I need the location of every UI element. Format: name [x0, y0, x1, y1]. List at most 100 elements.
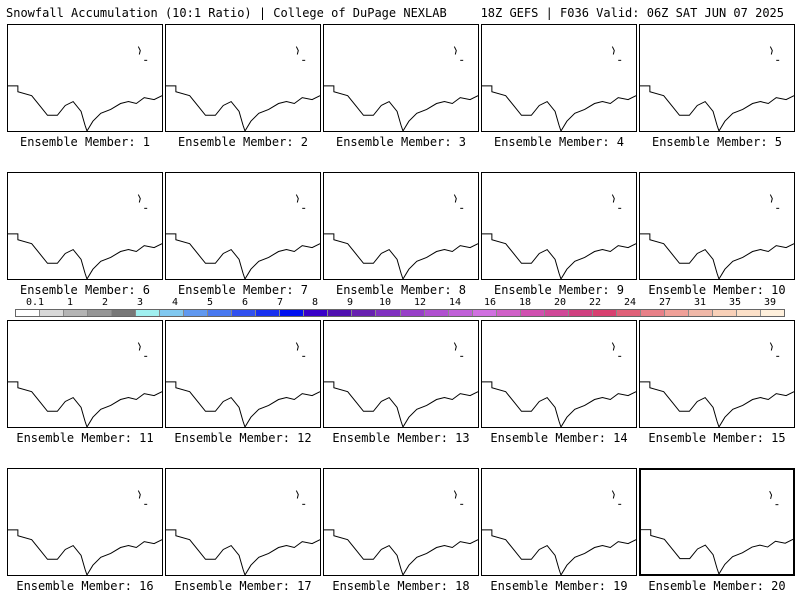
colorbar-swatch [64, 310, 89, 316]
colorbar-swatch [592, 310, 617, 316]
colorbar-swatch [616, 310, 641, 316]
ensemble-member-label: Ensemble Member: 20 [648, 579, 786, 593]
ensemble-member-label: Ensemble Member: 18 [332, 579, 470, 593]
colorbar-tick-label: 9 [346, 297, 354, 308]
ensemble-panel[interactable] [639, 320, 795, 428]
coastline-map [641, 490, 793, 574]
colorbar-swatch [112, 310, 137, 316]
colorbar-tick-labels: 0.1 1 2 3 4 5 6 7 8 9 10 12 14 16 18 20 22 24 27 31 35 39 [15, 297, 785, 309]
colorbar-swatch [304, 310, 329, 316]
colorbar-tick-label: 27 [658, 297, 672, 308]
coastline-map [166, 490, 320, 575]
ensemble-member-label: Ensemble Member: 10 [648, 283, 786, 297]
colorbar-swatch [544, 310, 569, 316]
coastline-map [324, 342, 478, 427]
ensemble-panel[interactable] [165, 24, 321, 132]
colorbar-swatch [160, 310, 185, 316]
ensemble-panel[interactable] [165, 320, 321, 428]
snowfall-colorbar [15, 309, 785, 317]
colorbar-tick-label: 12 [413, 297, 427, 308]
colorbar-swatch [448, 310, 473, 316]
ensemble-panel[interactable] [481, 468, 637, 576]
colorbar-swatch [352, 310, 377, 316]
colorbar-swatch [712, 310, 737, 316]
colorbar-swatch [640, 310, 665, 316]
ensemble-member-label: Ensemble Member: 14 [490, 431, 628, 445]
colorbar-tick-label: 2 [101, 297, 109, 308]
colorbar-tick-label: 16 [483, 297, 497, 308]
coastline-map [640, 194, 794, 279]
model-run-info: 18Z GEFS | F036 Valid: 06Z SAT JUN 07 20… [480, 6, 784, 20]
coastline-map [8, 46, 162, 131]
ensemble-panel[interactable] [323, 320, 479, 428]
colorbar-swatch [40, 310, 65, 316]
coastline-map [482, 342, 636, 427]
colorbar-tick-label: 18 [518, 297, 532, 308]
colorbar-tick-label: 10 [378, 297, 392, 308]
colorbar-swatch [568, 310, 593, 316]
colorbar-swatch [256, 310, 281, 316]
coastline-map [324, 46, 478, 131]
colorbar-tick-label: 14 [448, 297, 462, 308]
coastline-map [482, 46, 636, 131]
colorbar-swatch [760, 310, 784, 316]
ensemble-member-label: Ensemble Member: 19 [490, 579, 628, 593]
ensemble-panel[interactable] [639, 24, 795, 132]
coastline-map [8, 342, 162, 427]
coastline-map [166, 46, 320, 131]
coastline-map [8, 194, 162, 279]
ensemble-panel[interactable] [639, 172, 795, 280]
colorbar-swatch [184, 310, 209, 316]
colorbar-tick-label: 35 [728, 297, 742, 308]
ensemble-panel[interactable] [639, 468, 795, 576]
colorbar-swatch [424, 310, 449, 316]
ensemble-member-label: Ensemble Member: 16 [16, 579, 154, 593]
ensemble-panel[interactable] [165, 468, 321, 576]
colorbar-swatch [496, 310, 521, 316]
colorbar-swatch [520, 310, 545, 316]
ensemble-panel[interactable] [7, 468, 163, 576]
coastline-map [482, 490, 636, 575]
ensemble-member-label: Ensemble Member: 5 [651, 135, 783, 149]
ensemble-panel[interactable] [481, 320, 637, 428]
ensemble-panel[interactable] [7, 24, 163, 132]
map-title: Snowfall Accumulation (10:1 Ratio) | Col… [6, 6, 447, 20]
coastline-map [8, 490, 162, 575]
colorbar-swatch [664, 310, 689, 316]
coastline-map [166, 342, 320, 427]
ensemble-member-label: Ensemble Member: 12 [174, 431, 312, 445]
colorbar-swatch [280, 310, 305, 316]
colorbar-swatch [400, 310, 425, 316]
colorbar-tick-label: 1 [66, 297, 74, 308]
colorbar-tick-label: 39 [763, 297, 777, 308]
colorbar-tick-label: 6 [241, 297, 249, 308]
colorbar-swatch [688, 310, 713, 316]
ensemble-panel[interactable] [165, 172, 321, 280]
coastline-map [482, 194, 636, 279]
colorbar-tick-label: 31 [693, 297, 707, 308]
ensemble-panel[interactable] [7, 320, 163, 428]
ensemble-panel[interactable] [323, 24, 479, 132]
colorbar-tick-label: 5 [206, 297, 214, 308]
ensemble-panel[interactable] [481, 172, 637, 280]
colorbar-swatch [16, 310, 41, 316]
ensemble-member-label: Ensemble Member: 2 [177, 135, 309, 149]
coastline-map [324, 490, 478, 575]
colorbar-tick-label: 8 [311, 297, 319, 308]
ensemble-member-label: Ensemble Member: 3 [335, 135, 467, 149]
coastline-map [640, 342, 794, 427]
colorbar-swatch [208, 310, 233, 316]
colorbar-swatch [88, 310, 113, 316]
ensemble-member-label: Ensemble Member: 7 [177, 283, 309, 297]
colorbar-swatch [472, 310, 497, 316]
colorbar-swatch [232, 310, 257, 316]
ensemble-panel[interactable] [481, 24, 637, 132]
colorbar-swatch [328, 310, 353, 316]
colorbar-tick-label: 0.1 [25, 297, 45, 308]
ensemble-panel[interactable] [7, 172, 163, 280]
ensemble-panel[interactable] [323, 468, 479, 576]
ensemble-panel[interactable] [323, 172, 479, 280]
ensemble-member-label: Ensemble Member: 9 [493, 283, 625, 297]
colorbar-swatch [376, 310, 401, 316]
ensemble-member-label: Ensemble Member: 1 [19, 135, 151, 149]
